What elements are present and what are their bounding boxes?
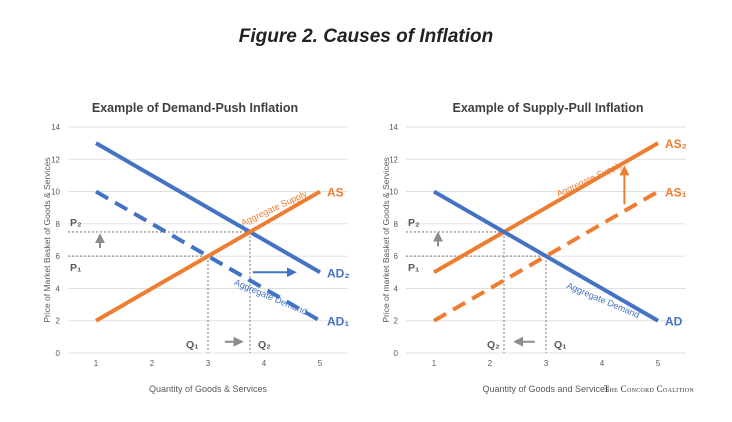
credit-logo: The Concord Coalition <box>603 384 694 394</box>
series-line-ad <box>433 189 659 323</box>
price-label: P₂ <box>70 217 82 229</box>
curve-annotation: Aggregate Demand <box>565 280 641 320</box>
x-axis-label: Quantity of Goods and Services <box>482 384 610 394</box>
y-tick-label: 4 <box>394 284 399 293</box>
y-tick-label: 2 <box>56 317 61 326</box>
y-tick-label: 6 <box>56 252 61 261</box>
x-tick-label: 1 <box>94 359 99 368</box>
price-label: P₂ <box>408 217 420 229</box>
series-line-as <box>433 141 659 275</box>
series-label: AD₂ <box>327 266 350 280</box>
y-tick-label: 0 <box>56 349 61 358</box>
series-label: AS₁ <box>665 186 687 200</box>
y-tick-label: 0 <box>394 349 399 358</box>
quantity-label: Q₁ <box>186 339 199 351</box>
y-tick-label: 8 <box>394 220 399 229</box>
y-tick-label: 4 <box>56 284 61 293</box>
y-tick-label: 14 <box>389 123 398 132</box>
y-tick-label: 6 <box>394 252 399 261</box>
x-tick-label: 2 <box>150 359 155 368</box>
series-line-ad <box>95 141 321 275</box>
x-tick-label: 5 <box>656 359 661 368</box>
series-label: AD₁ <box>327 315 349 329</box>
x-tick-label: 5 <box>318 359 323 368</box>
x-tick-label: 4 <box>262 359 267 368</box>
y-tick-label: 10 <box>389 188 398 197</box>
x-axis-label: Quantity of Goods & Services <box>149 384 268 394</box>
price-label: P₁ <box>70 262 81 274</box>
y-tick-label: 12 <box>51 155 60 164</box>
y-axis-label: Price of market Basket of Goods & Servic… <box>381 157 391 322</box>
price-label: P₁ <box>408 262 419 274</box>
quantity-label: Q₁ <box>554 339 567 351</box>
series-label: AS <box>327 186 344 200</box>
y-tick-label: 14 <box>51 123 60 132</box>
x-tick-label: 2 <box>488 359 493 368</box>
chart-title: Example of Supply-Pull Inflation <box>453 101 644 115</box>
chart-title: Example of Demand-Push Inflation <box>92 101 298 115</box>
y-tick-label: 12 <box>389 155 398 164</box>
y-axis-label: Price of Market Basket of Goods & Servic… <box>42 157 52 322</box>
curve-annotation: Aggregate Supply <box>555 159 625 199</box>
figure-title: Figure 2. Causes of Inflation <box>238 26 494 47</box>
y-tick-label: 2 <box>394 317 399 326</box>
series-line-as <box>95 189 321 323</box>
x-tick-label: 3 <box>544 359 549 368</box>
series-label: AS₂ <box>665 137 687 151</box>
series-label: AD <box>665 315 683 329</box>
y-tick-label: 10 <box>51 188 60 197</box>
y-tick-label: 8 <box>56 220 61 229</box>
x-tick-label: 3 <box>206 359 211 368</box>
quantity-label: Q₂ <box>258 339 271 351</box>
x-tick-label: 1 <box>432 359 437 368</box>
x-tick-label: 4 <box>600 359 605 368</box>
quantity-label: Q₂ <box>487 339 500 351</box>
